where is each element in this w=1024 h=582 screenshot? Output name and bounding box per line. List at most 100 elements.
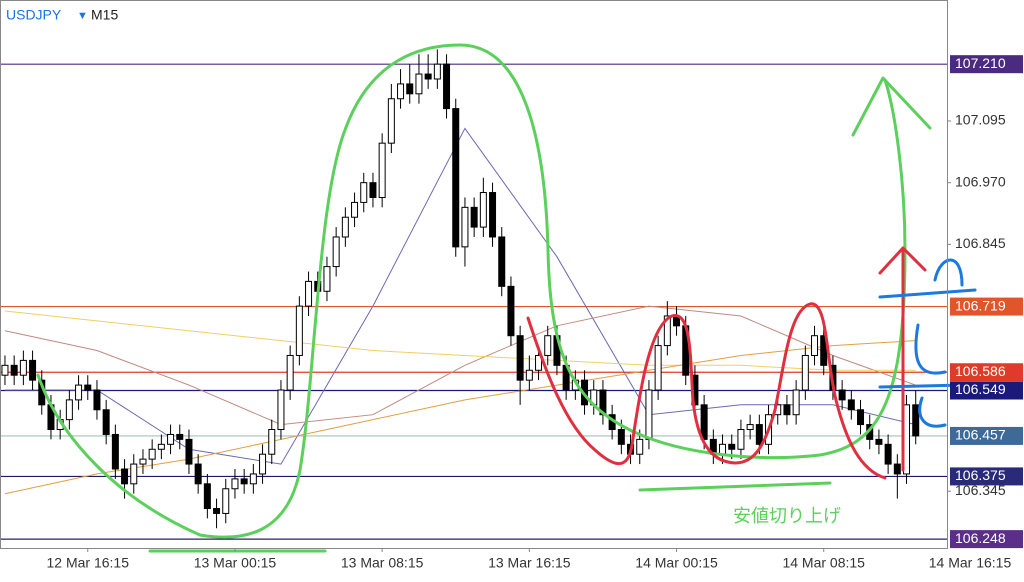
candle-body bbox=[167, 433, 175, 445]
candle-body bbox=[341, 216, 349, 238]
x-tick-label: 13 Mar 08:15 bbox=[341, 555, 424, 571]
candle-body bbox=[433, 63, 441, 80]
candle-body bbox=[479, 192, 487, 228]
level-label-box bbox=[950, 467, 1023, 486]
candle-body bbox=[10, 364, 18, 376]
candle-body bbox=[838, 389, 846, 401]
candle-body bbox=[139, 458, 147, 465]
candle-body bbox=[847, 399, 855, 411]
levels bbox=[0, 63, 947, 540]
candle-body bbox=[415, 73, 423, 95]
moving-average bbox=[4, 310, 916, 371]
candle-body bbox=[203, 483, 211, 510]
level-label-box bbox=[950, 530, 1023, 549]
green-curve bbox=[36, 43, 907, 539]
level-label-box bbox=[950, 363, 1023, 382]
y-tick-label: 106.345 bbox=[955, 482, 1006, 498]
symbol-dropdown[interactable]: ▼ bbox=[77, 10, 88, 22]
y-tick-label: 106.970 bbox=[955, 173, 1006, 189]
candle-body bbox=[222, 488, 230, 514]
y-tick-label: 107.095 bbox=[955, 112, 1006, 128]
x-tick-label: 12 Mar 16:15 bbox=[47, 555, 130, 571]
timeframe: M15 bbox=[91, 7, 118, 23]
candle-body bbox=[663, 315, 671, 347]
candle-body bbox=[185, 438, 193, 465]
candle-body bbox=[387, 98, 395, 144]
candle-body bbox=[305, 280, 313, 307]
candle-body bbox=[378, 142, 386, 198]
candle-body bbox=[231, 478, 239, 490]
candle-body bbox=[65, 399, 73, 421]
level-label-box bbox=[950, 55, 1023, 74]
candle-body bbox=[617, 429, 625, 445]
symbol: USDJPY bbox=[6, 7, 62, 23]
candle-body bbox=[277, 389, 285, 431]
candle-body bbox=[93, 389, 101, 411]
candle-body bbox=[875, 438, 883, 445]
moving-average bbox=[4, 305, 916, 426]
x-tick-label: 14 Mar 00:15 bbox=[635, 555, 718, 571]
level-label: 106.457 bbox=[955, 427, 1006, 443]
candle-body bbox=[792, 389, 800, 416]
blue-bracket bbox=[918, 396, 947, 428]
candle-body bbox=[728, 443, 736, 450]
candle-body bbox=[369, 182, 377, 198]
candle-body bbox=[452, 108, 460, 248]
candle-body bbox=[121, 468, 129, 485]
level-label: 106.375 bbox=[955, 467, 1006, 483]
axes: 107.095 106.970 106.845 106.345 12 Mar 16:15… bbox=[47, 55, 1023, 571]
green-underline bbox=[638, 481, 832, 492]
candle-body bbox=[259, 453, 267, 475]
candle-body bbox=[75, 384, 83, 401]
candle-body bbox=[811, 335, 819, 356]
candle-body bbox=[286, 354, 294, 391]
annotation-text: 安値切り上げ bbox=[733, 506, 841, 526]
candle-body bbox=[783, 404, 791, 416]
candle-body bbox=[700, 404, 708, 440]
candle-body bbox=[489, 192, 497, 238]
candle-body bbox=[240, 478, 248, 485]
candle-body bbox=[746, 424, 754, 431]
candle-body bbox=[461, 206, 469, 248]
level-label-box bbox=[950, 426, 1023, 445]
level-label: 106.549 bbox=[955, 381, 1006, 397]
candle-body bbox=[29, 359, 37, 381]
blue-line bbox=[878, 288, 977, 299]
candle-body bbox=[157, 443, 165, 450]
red-arrow bbox=[878, 246, 927, 275]
candle-body bbox=[654, 345, 662, 391]
level-label-box bbox=[950, 381, 1023, 400]
candle-body bbox=[102, 409, 110, 435]
candle-body bbox=[498, 236, 506, 287]
candle-body bbox=[249, 473, 257, 485]
x-tick-label: 14 Mar 16:15 bbox=[929, 555, 1012, 571]
candle-body bbox=[148, 448, 156, 460]
candle-body bbox=[507, 285, 515, 337]
x-tick-label: 13 Mar 00:15 bbox=[194, 555, 277, 571]
candle-body bbox=[719, 443, 727, 455]
candle-body bbox=[535, 354, 543, 371]
candle-body bbox=[213, 508, 221, 514]
candle-body bbox=[443, 63, 451, 110]
candle-body bbox=[516, 335, 524, 381]
candle-body bbox=[544, 335, 552, 356]
candle-body bbox=[755, 424, 763, 445]
plot-frame bbox=[0, 0, 948, 549]
candle-body bbox=[332, 236, 340, 268]
candle-body bbox=[176, 433, 184, 440]
candle-body bbox=[645, 389, 653, 440]
red-curve bbox=[526, 302, 887, 480]
moving-averages bbox=[4, 127, 916, 495]
candle-body bbox=[19, 359, 27, 376]
candle-body bbox=[111, 433, 119, 470]
candle-body bbox=[801, 354, 809, 391]
candle-body bbox=[636, 438, 644, 455]
moving-average bbox=[4, 340, 916, 495]
candle-body bbox=[351, 201, 359, 218]
candle-body bbox=[323, 266, 331, 292]
candle-body bbox=[737, 429, 745, 450]
blue-bracket bbox=[914, 323, 947, 375]
candle-body bbox=[424, 73, 432, 80]
drawings bbox=[36, 43, 977, 553]
candle-body bbox=[525, 369, 533, 381]
